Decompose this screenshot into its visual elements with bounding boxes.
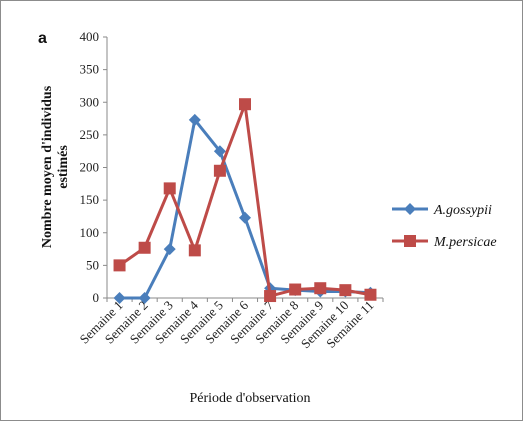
data-point bbox=[264, 290, 277, 303]
series-line bbox=[119, 118, 371, 300]
y-tick-label: 300 bbox=[80, 94, 100, 109]
y-tick-label: 350 bbox=[80, 62, 100, 77]
legend-label: A.gossypii bbox=[433, 203, 492, 218]
data-point bbox=[213, 145, 226, 158]
data-point bbox=[113, 259, 126, 272]
y-axis-title-line-1: Nombre moyen d'individus bbox=[40, 85, 55, 248]
data-point bbox=[188, 113, 201, 126]
y-axis-title: Nombre moyen d'individus estimés bbox=[40, 85, 71, 248]
data-point bbox=[339, 284, 352, 297]
legend: A.gossypii M.persicae bbox=[392, 203, 497, 250]
data-point bbox=[239, 98, 251, 111]
data-point bbox=[138, 241, 151, 254]
y-tick-label: 150 bbox=[80, 192, 100, 207]
data-point bbox=[213, 164, 226, 177]
legend-marker bbox=[404, 203, 416, 215]
x-axis-title: Période d'observation bbox=[189, 391, 310, 406]
y-tick-label: 50 bbox=[86, 257, 99, 272]
y-tick-label: 0 bbox=[93, 290, 100, 305]
y-tick-label: 400 bbox=[80, 29, 100, 44]
data-point bbox=[163, 182, 176, 195]
data-point bbox=[314, 282, 327, 295]
panel-label: a bbox=[38, 30, 47, 47]
data-point bbox=[138, 292, 151, 304]
legend-label: M.persicae bbox=[433, 235, 497, 250]
y-axis-title-line-2: estimés bbox=[56, 145, 71, 189]
data-point bbox=[239, 211, 251, 224]
y-tick-label: 100 bbox=[80, 225, 100, 240]
series-line bbox=[118, 102, 371, 298]
data-point bbox=[163, 243, 176, 256]
data-point bbox=[289, 283, 302, 296]
y-tick-label: 200 bbox=[80, 160, 100, 175]
data-point bbox=[364, 288, 377, 301]
legend-marker bbox=[404, 235, 416, 247]
series-group bbox=[113, 98, 377, 304]
data-point bbox=[188, 244, 201, 257]
data-point bbox=[113, 292, 126, 304]
y-tick-label: 250 bbox=[80, 127, 100, 142]
